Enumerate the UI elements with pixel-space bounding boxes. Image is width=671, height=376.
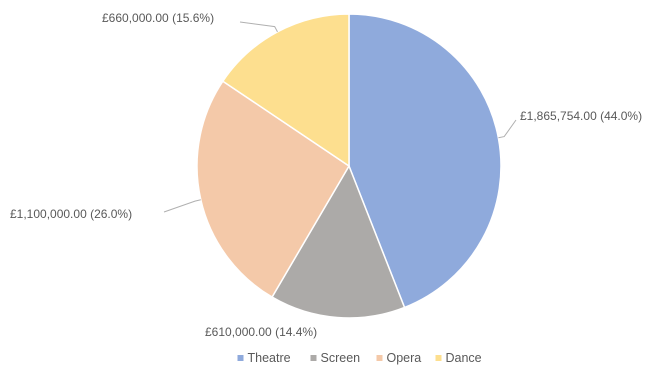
legend-item-screen: Screen — [310, 351, 361, 365]
legend-label-theatre: Theatre — [248, 351, 291, 365]
legend: Theatre Screen Opera Dance — [237, 351, 482, 365]
legend-label-opera: Opera — [387, 351, 422, 365]
legend-item-opera: Opera — [376, 351, 422, 365]
pie-slices — [196, 13, 502, 319]
data-label-opera: £1,100,000.00 (26.0%) — [10, 207, 132, 221]
legend-item-theatre: Theatre — [237, 351, 291, 365]
pie-slice-screen — [271, 164, 406, 319]
pie-slice-theatre — [348, 13, 502, 309]
label-leader-lines — [163, 21, 517, 213]
data-labels: £1,865,754.00 (44.0%) £610,000.00 (14.4%)… — [10, 11, 642, 339]
legend-item-dance: Dance — [435, 351, 482, 365]
leader-line-opera — [163, 199, 201, 213]
legend-swatch-theatre — [237, 355, 244, 361]
legend-label-dance: Dance — [446, 351, 482, 365]
legend-swatch-screen — [310, 355, 317, 361]
legend-swatch-dance — [435, 355, 442, 361]
data-label-theatre: £1,865,754.00 (44.0%) — [520, 109, 642, 123]
leader-line-theatre — [498, 119, 517, 139]
pie-slice-opera — [196, 80, 351, 299]
pie-slice-dance — [221, 13, 350, 168]
legend-swatch-opera — [376, 355, 383, 361]
leader-line-dance — [239, 21, 278, 33]
data-label-dance: £660,000.00 (15.6%) — [102, 11, 214, 25]
data-label-screen: £610,000.00 (14.4%) — [205, 325, 317, 339]
legend-label-screen: Screen — [321, 351, 361, 365]
